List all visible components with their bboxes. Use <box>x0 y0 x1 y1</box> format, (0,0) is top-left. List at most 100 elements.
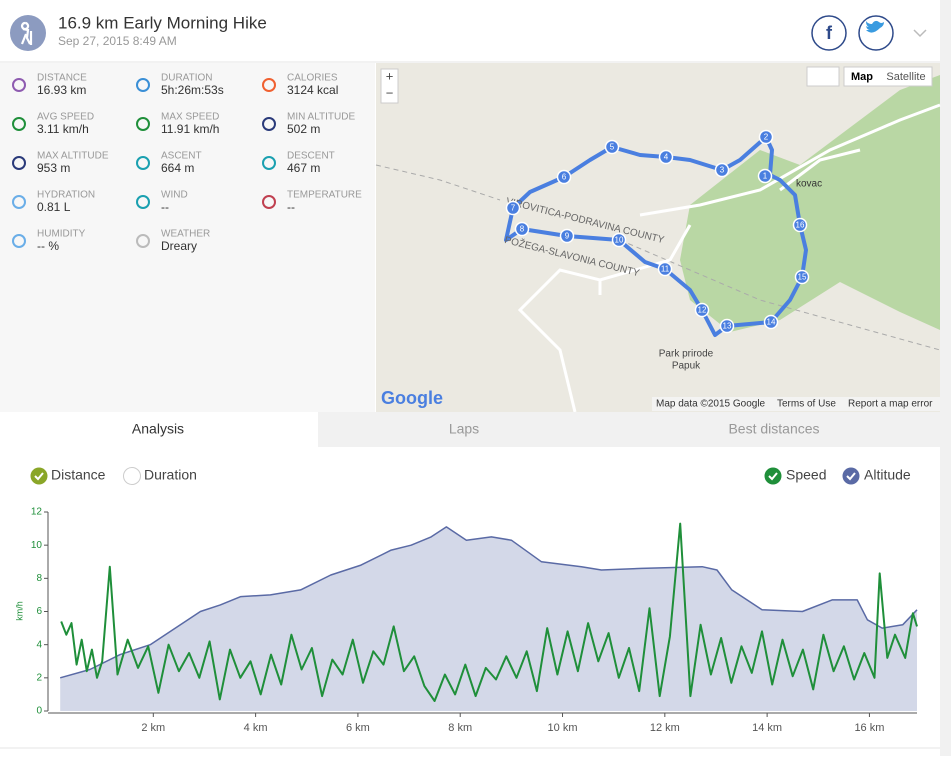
stat-label: DESCENT <box>287 151 335 162</box>
y-axis-label: km/h <box>14 601 24 621</box>
zoom-out[interactable]: − <box>386 85 394 100</box>
stat-value: 664 m <box>161 161 194 175</box>
map-label: Papuk <box>672 361 701 372</box>
stat-icon <box>12 195 26 209</box>
marker-dot <box>657 261 673 277</box>
x-tick-label: 2 km <box>141 722 165 734</box>
series-toggle[interactable] <box>842 467 860 485</box>
x-toggle-label[interactable]: Duration <box>144 467 197 483</box>
route-marker: 9 <box>559 228 575 244</box>
stats-panel <box>0 63 375 412</box>
scrollbar <box>940 0 951 756</box>
twitter-glyph <box>866 20 884 33</box>
x-tick-label: 8 km <box>448 722 472 734</box>
stat-label: DISTANCE <box>37 73 87 84</box>
check <box>34 472 44 481</box>
marker-label: 16 <box>796 221 805 230</box>
route-marker: 11 <box>657 261 673 277</box>
route-marker: 8 <box>514 221 530 237</box>
marker-label: 7 <box>511 204 516 213</box>
marker-label: 5 <box>610 143 615 152</box>
marker-label: 10 <box>615 236 624 245</box>
x-tick-label: 10 km <box>548 722 578 734</box>
roads <box>517 103 941 413</box>
route-marker: 5 <box>604 139 620 155</box>
stat-value: 16.93 km <box>37 83 86 97</box>
route-marker: 4 <box>658 149 674 165</box>
stat-icon <box>12 78 26 92</box>
fullscreen-toggle[interactable] <box>806 66 840 87</box>
zoom-in[interactable]: + <box>386 68 394 83</box>
stat-value: -- % <box>37 239 59 253</box>
marker-dot <box>694 302 710 318</box>
distance-toggle[interactable] <box>30 467 48 485</box>
route-marker: 13 <box>719 318 735 334</box>
marker-dot <box>604 139 620 155</box>
hiker-glyph <box>20 21 33 45</box>
stat-icon <box>136 156 150 170</box>
y-tick-label: 4 <box>36 639 42 650</box>
marker-label: 15 <box>798 273 807 282</box>
tab-label[interactable]: Laps <box>449 421 479 437</box>
stat-value: 0.81 L <box>37 200 71 214</box>
facebook-share[interactable] <box>811 15 847 51</box>
map-footer: Map data ©2015 Google <box>656 399 766 410</box>
check <box>846 472 856 481</box>
stat-label: AVG SPEED <box>37 112 94 123</box>
facebook-glyph: f <box>826 23 833 43</box>
chart: 0 2 4 6 8 10 12 km/h 2 km 4 km 6 km 8 km 10 km 12 km 1… <box>14 507 918 734</box>
marker-dot <box>714 162 730 178</box>
stat-icon <box>262 78 276 92</box>
route-marker: 15 <box>794 269 810 285</box>
stat-value: 953 m <box>37 161 70 175</box>
marker-dot <box>505 200 521 216</box>
stat-label: WIND <box>161 190 188 201</box>
series-line <box>60 522 918 702</box>
y-tick-label: 6 <box>36 606 42 617</box>
map: VIROVITICA-PODRAVINA COUNTY POŽEGA-SLAVO… <box>375 63 941 413</box>
marker-dot <box>559 228 575 244</box>
stat-label: HYDRATION <box>37 190 95 201</box>
stat-value: Dreary <box>161 239 197 253</box>
activity-date: Sep 27, 2015 8:49 AM <box>58 34 177 48</box>
marker-label: 2 <box>764 133 769 142</box>
county-border <box>375 164 941 351</box>
route-marker: 6 <box>556 169 572 185</box>
marker-label: 3 <box>720 166 725 175</box>
map-type-map[interactable]: Map <box>851 71 873 83</box>
duration-toggle[interactable] <box>123 467 141 485</box>
legend-label[interactable]: Speed <box>786 467 826 483</box>
series-toggle[interactable] <box>764 467 782 485</box>
map-type-satellite[interactable]: Satellite <box>886 71 925 83</box>
check <box>768 472 778 481</box>
stat-label: MAX ALTITUDE <box>37 151 109 162</box>
marker-dot <box>514 221 530 237</box>
x-toggle-label[interactable]: Distance <box>51 467 106 483</box>
tab-label[interactable]: Best distances <box>728 421 819 437</box>
stat-label: DURATION <box>161 73 212 84</box>
marker-dot <box>611 232 627 248</box>
expand-chevron[interactable] <box>913 29 927 38</box>
stat-label: ASCENT <box>161 151 202 162</box>
stat-icon <box>12 156 26 170</box>
stat-icon <box>262 195 276 209</box>
map-footer[interactable]: Terms of Use <box>777 399 836 410</box>
route-marker: 7 <box>505 200 521 216</box>
area-line <box>59 526 918 679</box>
tab-active[interactable] <box>0 412 318 447</box>
legend-label[interactable]: Altitude <box>864 467 911 483</box>
stat-icon <box>12 117 26 131</box>
stat-icon <box>136 195 150 209</box>
stat-icon <box>12 234 26 248</box>
tab-label[interactable]: Analysis <box>132 421 184 437</box>
x-tick-label: 12 km <box>650 722 680 734</box>
marker-label: 1 <box>763 172 768 181</box>
stat-value: 3.11 km/h <box>37 122 89 136</box>
route-marker: 3 <box>714 162 730 178</box>
stat-label: HUMIDITY <box>37 229 86 240</box>
route-marker: 16 <box>792 217 808 233</box>
marker-label: 6 <box>562 173 567 182</box>
map-footer[interactable]: Report a map error <box>848 399 933 410</box>
tab-inactive[interactable] <box>318 412 940 447</box>
